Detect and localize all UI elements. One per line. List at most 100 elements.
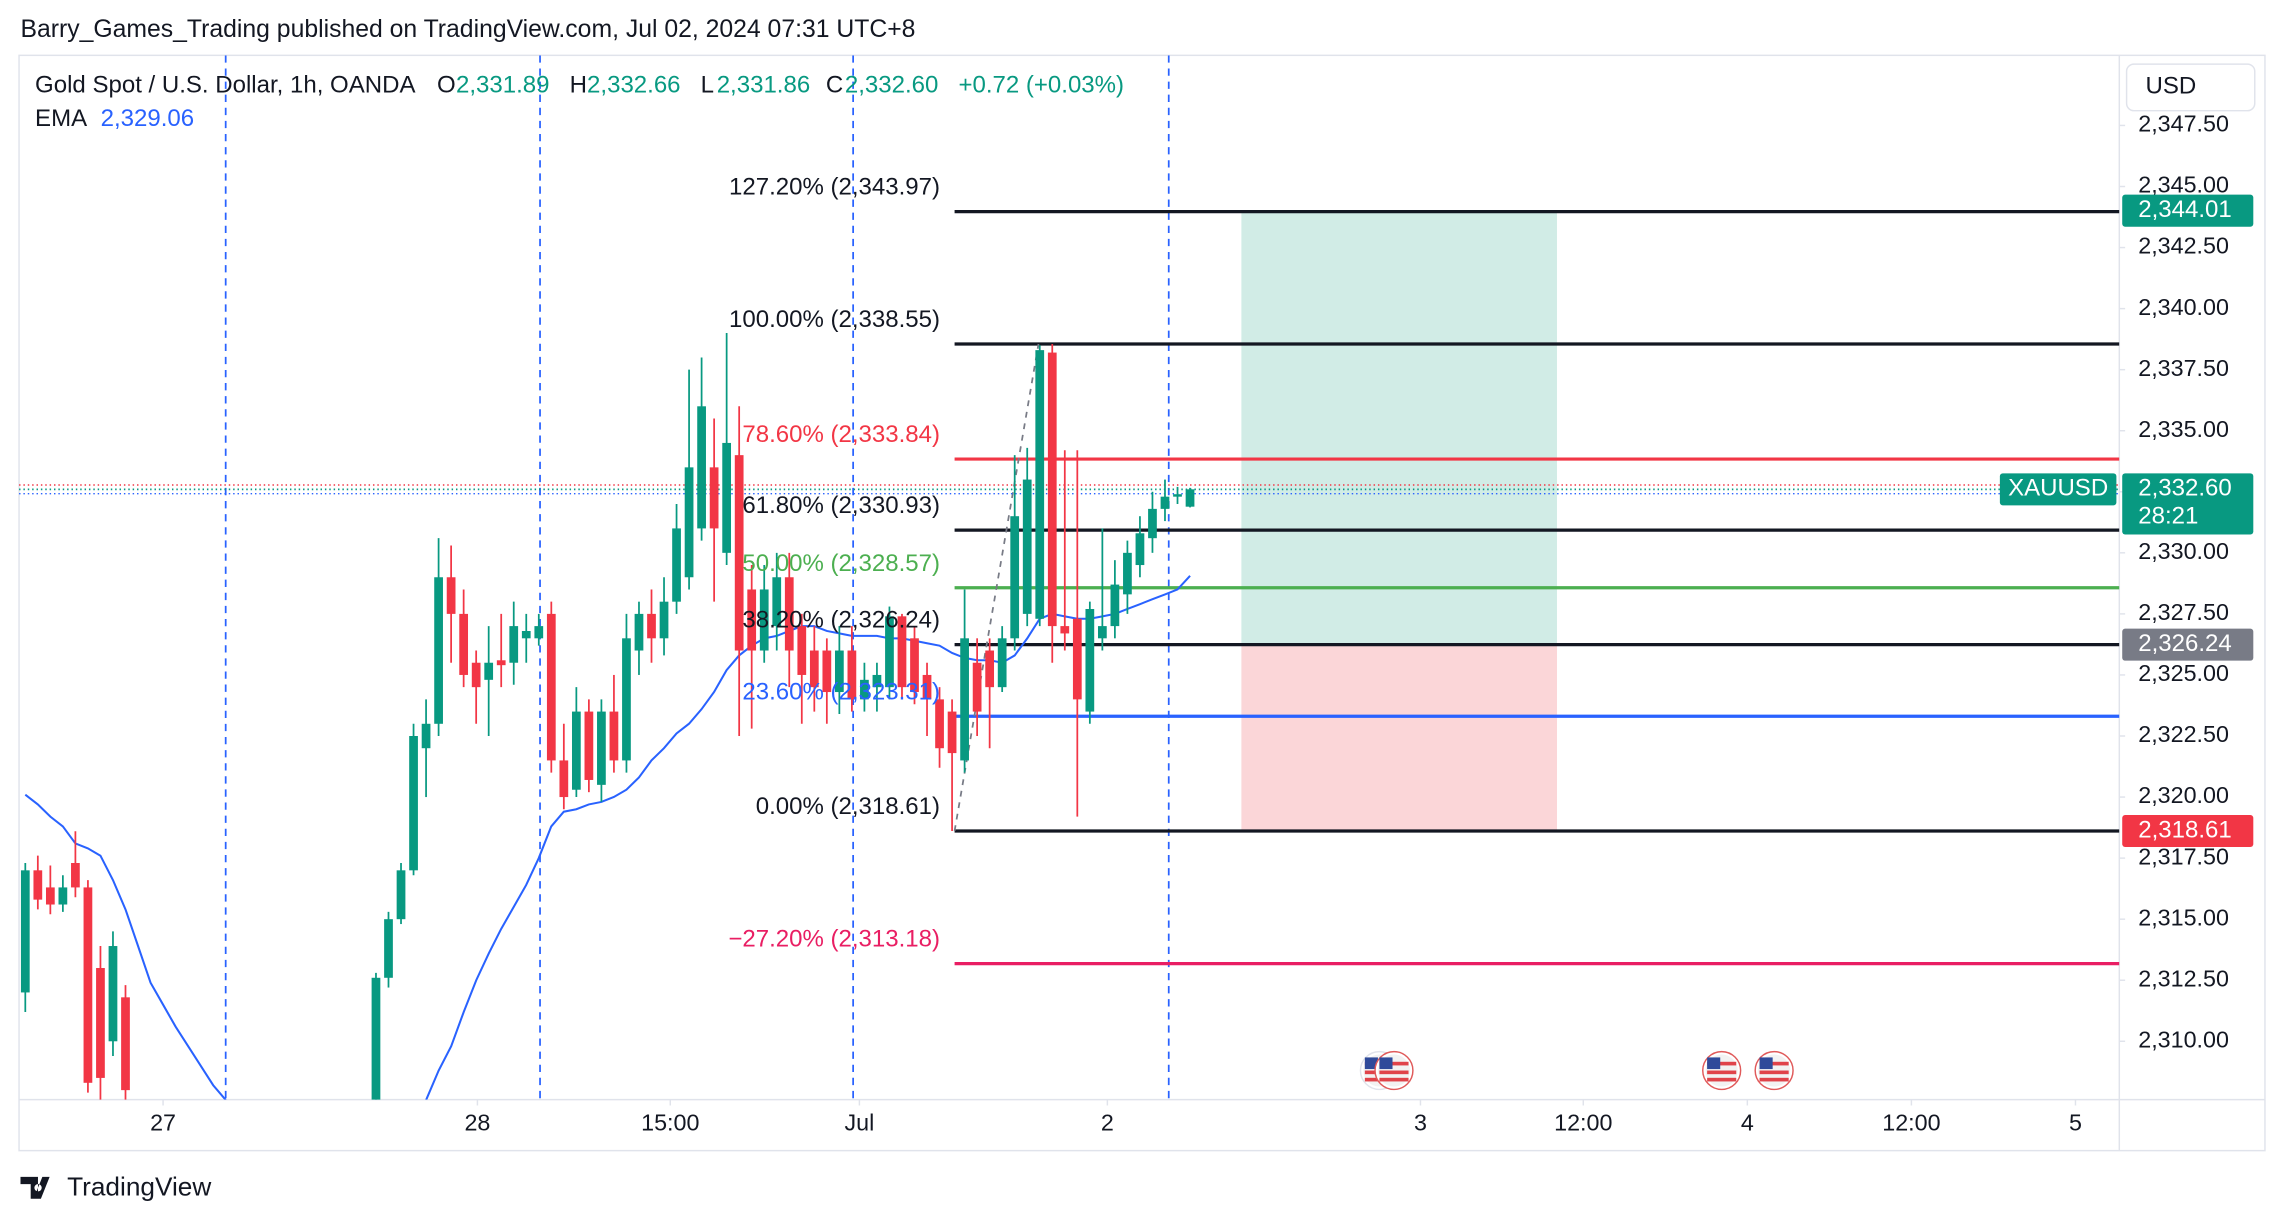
fib-label: 38.20% (2,326.24) (742, 607, 940, 634)
candle-body (885, 616, 894, 688)
y-tick-label: 2,317.50 (2138, 843, 2229, 869)
fib-label: 100.00% (2,338.55) (729, 306, 940, 333)
candle-body (1173, 494, 1182, 497)
x-tick-label: 3 (1414, 1110, 1427, 1136)
candle-body (734, 455, 744, 651)
us-event-icon[interactable] (1374, 1050, 1414, 1091)
candle-body (1185, 489, 1195, 507)
candle-body (672, 528, 681, 602)
symbol-tag-box (1999, 473, 2117, 506)
y-tick-label: 2,340.00 (2138, 294, 2229, 320)
x-tick-label: 12:00 (1554, 1110, 1612, 1136)
candle-body (58, 887, 68, 905)
ema-value: 2,329.06 (101, 105, 194, 132)
us-event-icon[interactable] (1702, 1050, 1742, 1091)
ohlc-value: 2,332.66 (587, 71, 680, 98)
candle-body (809, 650, 819, 688)
candle-body (521, 630, 531, 639)
x-tick-label: 2 (1101, 1110, 1114, 1136)
candle-body (922, 674, 932, 700)
x-tick-label: 15:00 (641, 1110, 699, 1136)
y-tick-label: 2,312.50 (2138, 965, 2229, 991)
candle-body (396, 870, 406, 920)
price-label: 2,326.24 (2138, 630, 2231, 657)
fib-label: 127.20% (2,343.97) (729, 174, 940, 201)
candle-body (985, 650, 995, 688)
fib-label: 23.60% (2,323.31) (742, 678, 940, 705)
change-value: +0.72 (+0.03%) (958, 71, 1124, 98)
y-tick-label: 2,337.50 (2138, 355, 2229, 381)
price-label-box (2122, 473, 2254, 535)
candle-body (709, 467, 719, 529)
candle-body (797, 626, 807, 675)
x-tick-label: 28 (464, 1110, 490, 1136)
us-event-icon[interactable] (1754, 1050, 1794, 1091)
candle-body (972, 662, 982, 712)
candle-body (534, 626, 544, 639)
y-tick-label: 2,310.00 (2138, 1026, 2229, 1052)
y-tick-label: 2,347.50 (2138, 111, 2229, 137)
candle-body (684, 467, 694, 578)
x-tick-label: 27 (150, 1110, 176, 1136)
price-label: 2,318.61 (2138, 816, 2231, 843)
candle-body (872, 674, 882, 688)
candle-body (722, 442, 732, 553)
candle-body (1035, 350, 1045, 619)
candle-body (96, 968, 105, 1078)
candle-body (496, 660, 506, 666)
fib-label: −27.20% (2,313.18) (728, 926, 940, 953)
candle-body (622, 638, 631, 761)
price-label-box (2122, 628, 2254, 661)
candle-body (1097, 626, 1107, 639)
candle-body (935, 699, 944, 749)
ohlc-key: H (570, 71, 587, 98)
brand-name: TradingView (67, 1171, 211, 1201)
y-tick-label: 2,342.50 (2138, 233, 2229, 259)
candle-body (83, 887, 93, 1083)
event-icons (1359, 1050, 1794, 1091)
candle-body (910, 638, 919, 693)
y-tick-label: 2,327.50 (2138, 599, 2229, 625)
y-tick-label: 2,320.00 (2138, 782, 2229, 808)
price-label-box (2122, 814, 2254, 848)
candle-body (897, 616, 907, 688)
fib-label: 0.00% (2,318.61) (756, 793, 940, 820)
candle-body (384, 919, 393, 978)
candle-body (597, 711, 606, 785)
candle-body (509, 626, 519, 663)
candle-body (20, 870, 30, 993)
ema-name: EMA (35, 105, 87, 132)
candle-body (759, 589, 769, 651)
candle-body (1047, 352, 1057, 627)
ema-line (24, 575, 1191, 1100)
candle-body (559, 760, 569, 798)
x-tick-label: 4 (1741, 1110, 1754, 1136)
candle-body (45, 887, 55, 905)
ohlc-key: O (437, 71, 456, 98)
candle-body (1010, 516, 1020, 639)
candle-body (71, 863, 80, 888)
ohlc-key: C (826, 71, 843, 98)
candle-body (1110, 584, 1120, 627)
fib-label: 50.00% (2,328.57) (742, 550, 940, 577)
candle-body (446, 577, 456, 614)
candle-body (659, 601, 669, 639)
candle-body (860, 679, 869, 700)
loss-zone (1241, 644, 1557, 832)
candle-body (546, 613, 556, 761)
candle-body (1085, 609, 1095, 712)
currency-button[interactable] (2125, 63, 2256, 112)
price-label: 2,344.01 (2138, 196, 2231, 223)
candle-body (409, 736, 418, 871)
candle-body (1135, 533, 1145, 566)
candle-body (834, 650, 844, 693)
plot-area: 127.20% (2,343.97) 100.00% (2,338.55) 78.6… (19, 55, 2120, 1100)
candle-body (121, 997, 130, 1091)
ohlc-legend: O 2,331.89 H 2,332.66 L 2,331.86 C 2,332.60 +0.7… (437, 71, 1124, 98)
candle-body (421, 723, 431, 749)
candle-body (1160, 496, 1170, 509)
currency-label[interactable]: USD (2146, 73, 2197, 100)
candle-body (1022, 479, 1032, 614)
